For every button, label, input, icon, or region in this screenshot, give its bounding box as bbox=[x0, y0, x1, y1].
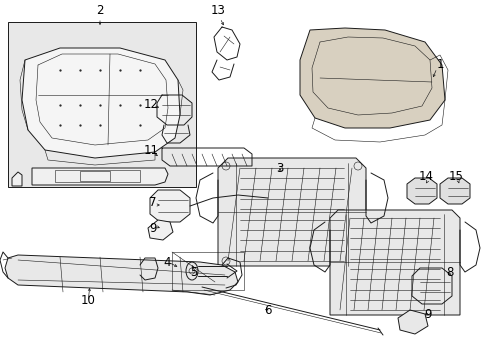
Polygon shape bbox=[411, 268, 451, 304]
Text: 14: 14 bbox=[418, 170, 433, 183]
Polygon shape bbox=[22, 48, 180, 158]
Text: 9: 9 bbox=[424, 309, 431, 321]
Polygon shape bbox=[329, 210, 459, 315]
Text: 5: 5 bbox=[190, 266, 197, 279]
Text: 3: 3 bbox=[276, 162, 283, 175]
Text: 2: 2 bbox=[96, 4, 103, 17]
Text: 6: 6 bbox=[264, 303, 271, 316]
Polygon shape bbox=[148, 220, 173, 240]
Bar bbox=[55, 170, 140, 182]
Text: 10: 10 bbox=[81, 293, 95, 306]
Text: 13: 13 bbox=[210, 4, 225, 17]
Text: 8: 8 bbox=[446, 266, 453, 279]
Polygon shape bbox=[5, 255, 238, 295]
Text: 11: 11 bbox=[143, 144, 158, 157]
Text: 12: 12 bbox=[143, 99, 158, 112]
Polygon shape bbox=[12, 172, 22, 186]
Text: 15: 15 bbox=[447, 170, 463, 183]
Bar bbox=[172, 252, 244, 290]
Polygon shape bbox=[406, 178, 436, 204]
Bar bbox=[80, 171, 110, 181]
Text: 4: 4 bbox=[163, 256, 170, 269]
Polygon shape bbox=[218, 158, 365, 266]
Polygon shape bbox=[397, 310, 427, 334]
Polygon shape bbox=[299, 28, 444, 128]
Polygon shape bbox=[150, 190, 190, 222]
Text: 9: 9 bbox=[149, 221, 157, 234]
Polygon shape bbox=[439, 178, 469, 204]
Polygon shape bbox=[32, 168, 168, 185]
Bar bbox=[8, 22, 196, 187]
Text: 7: 7 bbox=[149, 195, 157, 208]
Text: 1: 1 bbox=[435, 58, 443, 72]
